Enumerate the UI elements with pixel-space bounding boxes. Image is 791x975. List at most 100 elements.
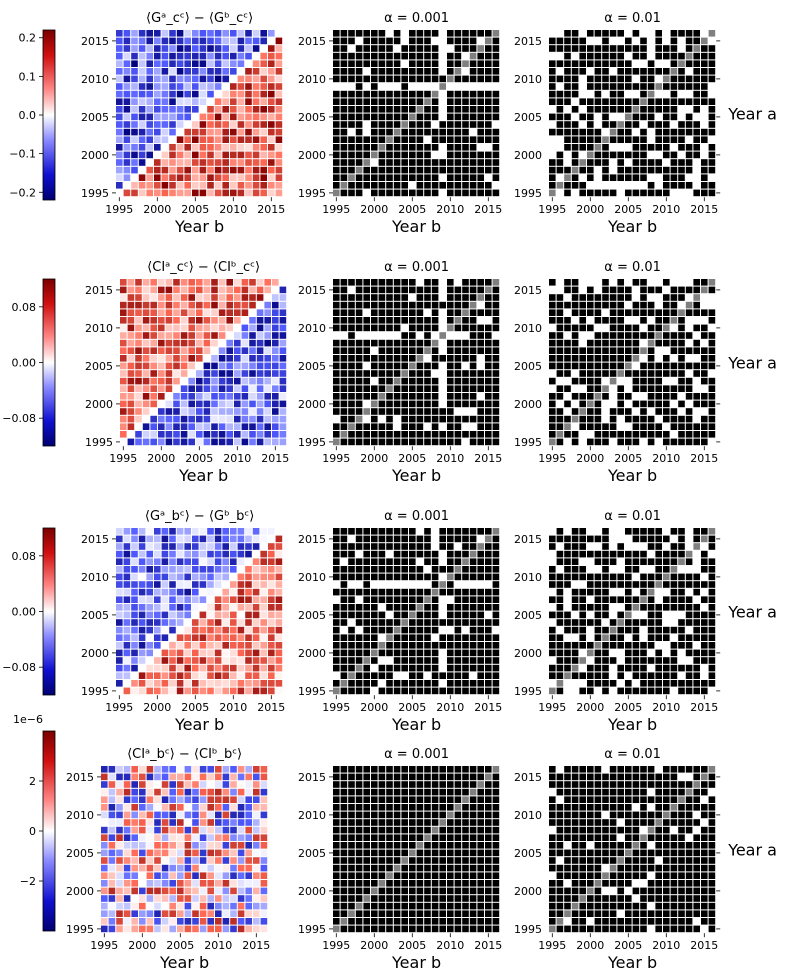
heatmap-cell <box>131 887 138 895</box>
heatmap-cell <box>701 37 708 45</box>
heatmap-cell <box>139 849 146 857</box>
heatmap-cell <box>632 128 640 136</box>
heatmap-cell <box>253 910 260 917</box>
heatmap-cell <box>279 408 287 415</box>
heatmap-cell <box>252 90 260 98</box>
heatmap-cell <box>439 431 446 438</box>
heatmap-cell <box>333 535 340 543</box>
heatmap-cell <box>587 166 594 174</box>
heatmap-cell <box>556 317 564 324</box>
heatmap-cell <box>685 370 693 377</box>
heatmap-cell <box>393 664 401 672</box>
heatmap-cell <box>454 423 462 430</box>
heatmap-cell <box>207 887 214 895</box>
heatmap-cell <box>678 309 685 316</box>
x-tick-label: 2000 <box>147 452 175 465</box>
heatmap-cell <box>371 657 378 664</box>
heatmap-cell <box>469 68 477 75</box>
heatmap-cell <box>371 151 378 159</box>
heatmap-cell <box>268 642 275 649</box>
heatmap-cell <box>454 370 462 377</box>
heatmap-cell <box>579 128 586 136</box>
heatmap-cell <box>222 857 230 864</box>
heatmap-cell <box>564 286 571 294</box>
heatmap-cell <box>348 438 355 446</box>
heatmap-cell <box>241 355 249 362</box>
heatmap-cell <box>701 423 708 430</box>
heatmap-cell <box>348 370 355 377</box>
heatmap-cell <box>701 30 708 37</box>
heatmap-cell <box>203 408 211 415</box>
heatmap-cell <box>670 370 678 377</box>
heatmap-cell <box>617 332 624 339</box>
heatmap-cell <box>564 309 571 316</box>
heatmap-cell <box>371 408 378 415</box>
heatmap-cell <box>192 550 199 558</box>
heatmap-cell <box>161 106 169 113</box>
heatmap-cell <box>222 573 229 581</box>
heatmap-cell <box>161 910 169 917</box>
heatmap-cell <box>371 121 378 128</box>
heatmap-cell <box>199 811 207 819</box>
heatmap-cell <box>173 431 180 438</box>
heatmap-cell <box>424 339 431 347</box>
heatmap-cell <box>207 872 214 879</box>
heatmap-cell <box>485 166 492 174</box>
heatmap-cell <box>256 415 264 423</box>
heatmap-cell <box>161 687 169 695</box>
heatmap-cell <box>222 657 229 664</box>
heatmap-cell <box>439 279 446 286</box>
heatmap-cell <box>275 664 283 672</box>
heatmap-cell <box>655 355 662 362</box>
heatmap-cell <box>393 566 401 573</box>
heatmap-cell <box>678 166 685 174</box>
heatmap-cell <box>169 189 176 197</box>
heatmap-cell <box>222 596 229 603</box>
heatmap-cell <box>625 286 632 294</box>
heatmap-cell <box>485 106 492 113</box>
heatmap-cell <box>693 159 700 166</box>
heatmap-cell <box>663 573 670 581</box>
heatmap-cell <box>454 431 462 438</box>
heatmap-cell <box>135 393 142 400</box>
heatmap-cell <box>655 543 662 550</box>
heatmap-cell <box>378 98 386 105</box>
heatmap-cell <box>260 895 268 902</box>
heatmap-cell <box>252 75 260 83</box>
heatmap-cell <box>632 550 640 558</box>
heatmap-cell <box>670 324 678 332</box>
heatmap-cell <box>579 680 586 687</box>
heatmap-cell <box>602 543 609 550</box>
heatmap-cell <box>647 543 655 550</box>
heatmap-cell <box>454 174 462 181</box>
heatmap-cell <box>237 68 245 75</box>
heatmap-cell <box>161 573 169 581</box>
heatmap-cell <box>165 438 173 446</box>
heatmap-cell <box>116 106 123 113</box>
heatmap-cell <box>670 550 678 558</box>
heatmap-cell <box>230 52 237 60</box>
heatmap-cell <box>252 604 260 611</box>
heatmap-cell <box>594 128 602 136</box>
heatmap-cell <box>252 535 260 543</box>
heatmap-cell <box>180 339 188 347</box>
heatmap-cell <box>348 68 355 75</box>
heatmap-cell <box>647 166 655 174</box>
heatmap-cell <box>685 611 693 619</box>
heatmap-cell <box>693 174 700 181</box>
heatmap-cell <box>249 301 256 309</box>
heatmap-cell <box>127 309 135 316</box>
heatmap-cell <box>214 136 222 143</box>
heatmap-cell <box>447 431 454 438</box>
heatmap-cell <box>371 317 378 324</box>
heatmap-cell <box>378 377 386 385</box>
heatmap-cell <box>123 864 131 872</box>
heatmap-cell <box>268 113 275 121</box>
heatmap-cell <box>333 106 340 113</box>
heatmap-cell <box>184 151 191 159</box>
heatmap-cell <box>549 626 556 634</box>
heatmap-cell <box>371 324 378 332</box>
heatmap-cell <box>260 887 268 895</box>
heatmap-cell <box>222 634 229 641</box>
heatmap-cell <box>199 182 207 189</box>
